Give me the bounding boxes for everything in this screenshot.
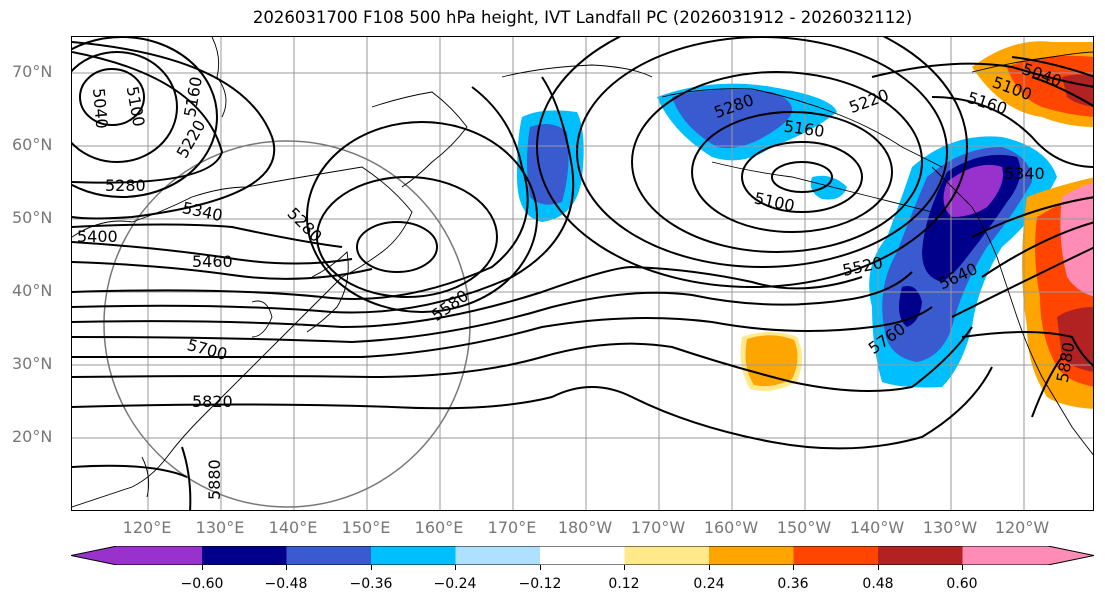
colorbar-tick-label: −0.12 [518, 576, 562, 592]
colorbar-segment [286, 546, 371, 565]
lat-label: 30°N [12, 354, 53, 373]
colorbar-segment [962, 546, 1094, 565]
colorbar-segment [624, 546, 709, 565]
colorbar-segment [371, 546, 456, 565]
colorbar-tickmark [455, 565, 456, 570]
colorbar-tick-label: 0.24 [693, 576, 725, 592]
lon-label: 140°W [849, 518, 905, 537]
lat-label: 60°N [12, 135, 53, 154]
map-canvas: 5040 5100 5160 5220 5280 5340 5400 5460 … [72, 37, 1093, 510]
colorbar-tickmark [286, 565, 287, 570]
lon-label: 140°E [268, 518, 318, 537]
colorbar-tickmark [202, 565, 203, 570]
colorbar-tickmark [540, 565, 541, 570]
lon-label: 130°W [922, 518, 978, 537]
colorbar-tickmark [624, 565, 625, 570]
contour-label: 5220 [173, 117, 210, 162]
colorbar [71, 546, 1094, 565]
ivt-positive-region [745, 335, 798, 387]
colorbar-segment [793, 546, 878, 565]
map-panel[interactable]: 5040 5100 5160 5220 5280 5340 5400 5460 … [71, 36, 1094, 511]
contour-label: 5400 [77, 227, 118, 246]
colorbar-tickmark [962, 565, 963, 570]
lon-label: 170°E [487, 518, 537, 537]
colorbar-segment [455, 546, 540, 565]
contour-label: 5340 [181, 198, 225, 225]
contour-label: 5160 [180, 75, 206, 118]
contour-label: 5820 [192, 392, 233, 411]
lat-label: 20°N [12, 427, 53, 446]
colorbar-tick-label: −0.60 [180, 576, 224, 592]
colorbar-segment [540, 546, 625, 565]
lon-label: 120°W [994, 518, 1050, 537]
lon-label: 160°E [414, 518, 464, 537]
range-circle [103, 140, 471, 508]
lat-label: 40°N [12, 281, 53, 300]
ivt-negative-region [943, 164, 1003, 217]
ivt-negative-region [810, 175, 847, 200]
height-contours [72, 37, 1093, 510]
colorbar-tick-label: −0.36 [349, 576, 393, 592]
ivt-shading [517, 41, 1093, 409]
lon-label: 160°W [703, 518, 759, 537]
contour-label: 5880 [205, 459, 224, 500]
lat-label: 50°N [12, 208, 53, 227]
contour-label: 5100 [753, 188, 797, 215]
colorbar-segment [202, 546, 287, 565]
lon-label: 120°E [122, 518, 172, 537]
colorbar-segment [878, 546, 963, 565]
colorbar-tickmark [709, 565, 710, 570]
coastlines [72, 37, 1093, 508]
graticule [72, 37, 1093, 510]
contour-label: 5040 [89, 87, 111, 129]
lon-label: 170°W [630, 518, 686, 537]
lon-label: 150°E [341, 518, 391, 537]
colorbar-tick-label: 0.60 [946, 576, 978, 592]
lat-label: 70°N [12, 62, 53, 81]
colorbar-tick-label: −0.48 [264, 576, 308, 592]
colorbar-segment [71, 546, 202, 565]
colorbar-tickmark [878, 565, 879, 570]
colorbar-tick-label: 0.36 [777, 576, 809, 592]
colorbar-segment [709, 546, 794, 565]
contour-label: 5340 [1004, 164, 1045, 183]
colorbar-tickmark [793, 565, 794, 570]
colorbar-tick-label: 0.12 [608, 576, 640, 592]
colorbar-tick-label: −0.24 [433, 576, 477, 592]
contour-label: 5460 [192, 252, 233, 271]
colorbar-tick-label: 0.48 [862, 576, 894, 592]
map-title: 2026031700 F108 500 hPa height, IVT Land… [252, 8, 913, 27]
contour-label: 5700 [185, 335, 229, 364]
lon-label: 180°W [557, 518, 613, 537]
contour-label: 5220 [846, 85, 891, 117]
lon-label: 150°W [776, 518, 832, 537]
lon-label: 130°E [195, 518, 245, 537]
ivt-positive-region [1060, 182, 1093, 297]
colorbar-tickmark [371, 565, 372, 570]
contour-label: 5280 [105, 176, 146, 195]
